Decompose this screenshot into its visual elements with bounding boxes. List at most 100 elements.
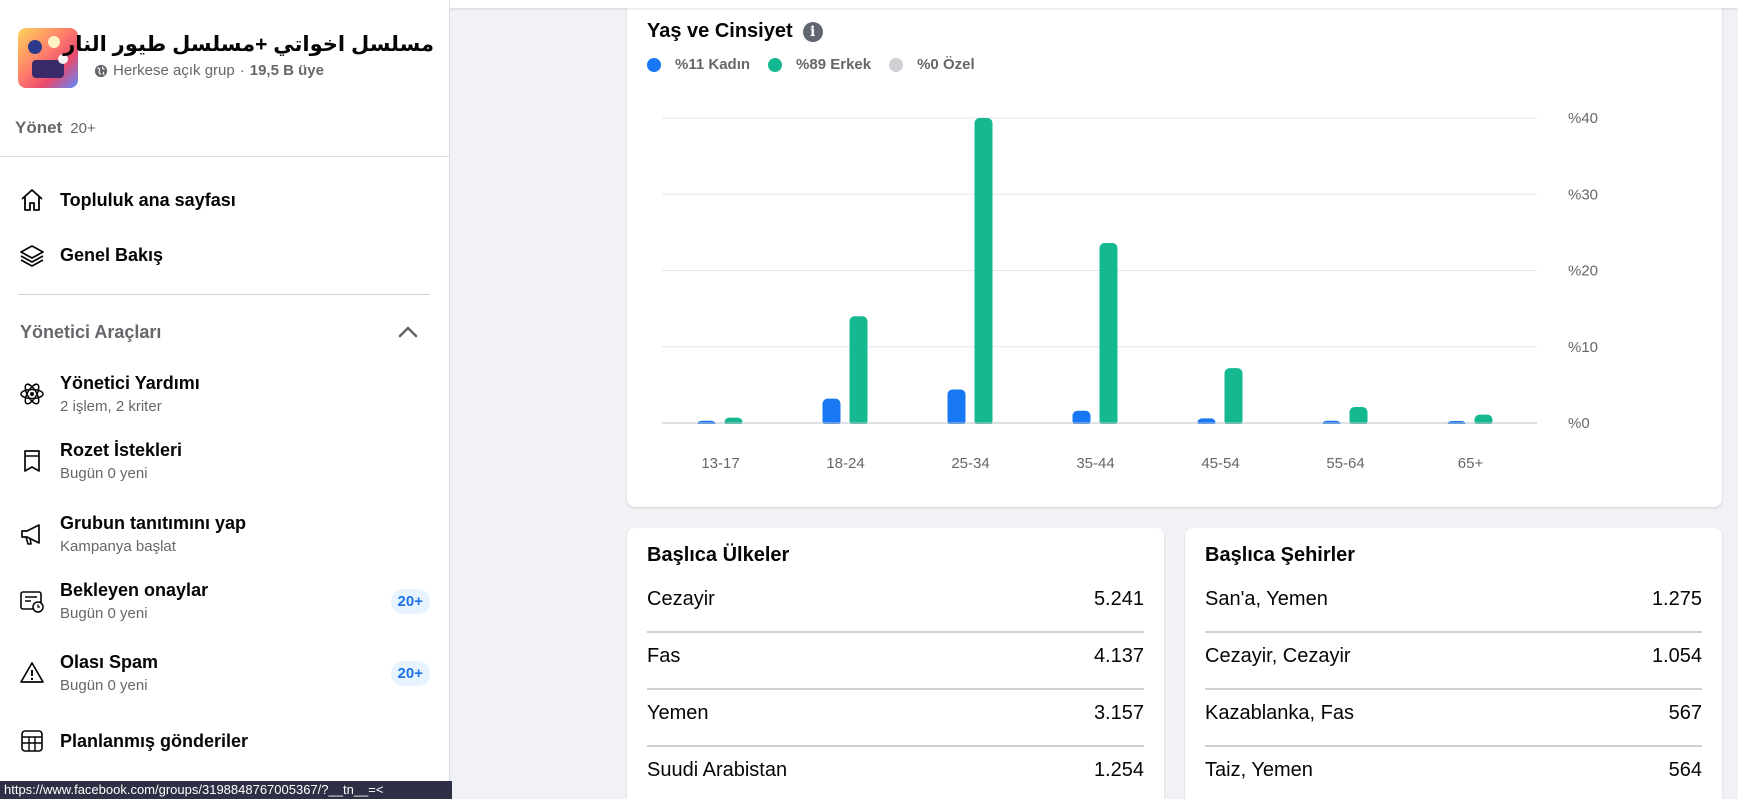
y-tick-label: %0: [1568, 415, 1590, 432]
bar-male[interactable]: [724, 417, 743, 426]
group-member-count[interactable]: 19,5 B üye: [249, 62, 324, 79]
bar-female[interactable]: [947, 389, 966, 426]
warning-icon: [18, 659, 46, 687]
nav-item-promote-group[interactable]: Grubun tanıtımını yap Kampanya başlat: [18, 513, 432, 555]
chart-legend: %11 Kadın %89 Erkek %0 Özel: [647, 56, 975, 73]
globe-icon: [94, 64, 108, 77]
city-name: Cezayir, Cezayir: [1205, 645, 1351, 667]
nav-item-sub: Bugün 0 yeni: [60, 605, 148, 622]
country-count: 1.254: [1093, 759, 1144, 781]
bar-female[interactable]: [822, 398, 841, 426]
city-count: 564: [1668, 759, 1702, 781]
x-tick-label: 13-17: [701, 455, 739, 472]
nav-item-label: Genel Bakış: [60, 244, 164, 265]
city-count: 1.054: [1651, 645, 1702, 667]
list-item: Cezayir 5.241: [647, 576, 1144, 633]
legend-dot-male: [768, 57, 783, 72]
manage-label: Yönet: [15, 118, 63, 137]
bar-male[interactable]: [849, 316, 868, 426]
list-item: Yemen 3.157: [647, 690, 1144, 747]
list-item: Cezayir, Cezayir 1.054: [1205, 633, 1702, 690]
nav-item-scheduled-posts[interactable]: Planlanmış gönderiler: [18, 727, 432, 755]
country-name: Suudi Arabistan: [647, 759, 788, 781]
nav-item-label: Olası Spam: [60, 652, 159, 672]
city-name: Taiz, Yemen: [1205, 759, 1313, 781]
country-count: 5.241: [1093, 588, 1144, 610]
nav-item-label: Planlanmış gönderiler: [60, 730, 249, 751]
nav-item-community-home[interactable]: Topluluk ana sayfası: [18, 186, 432, 214]
count-badge: 20+: [390, 660, 430, 686]
nav-item-sub: Bugün 0 yeni: [60, 677, 148, 694]
list-item: San'a, Yemen 1.275: [1205, 576, 1702, 633]
country-count: 4.137: [1093, 645, 1144, 667]
pending-clock-icon: [18, 587, 46, 615]
x-tick-label: 55-64: [1326, 455, 1364, 472]
legend-item-male[interactable]: %89 Erkek: [768, 56, 871, 73]
layers-icon: [18, 241, 46, 269]
nav-item-pending-approvals[interactable]: Bekleyen onaylar Bugün 0 yeni 20+: [18, 580, 432, 622]
y-tick-label: %40: [1568, 110, 1598, 127]
nav-item-label: Rozet İstekleri: [60, 440, 183, 460]
chart-title: Yaş ve Cinsiyet: [647, 20, 793, 42]
admin-tools-title[interactable]: Yönetici Araçları: [20, 322, 162, 342]
list-item: Taiz, Yemen 564: [1205, 747, 1702, 799]
legend-item-female[interactable]: %11 Kadın: [647, 56, 750, 73]
atom-icon: [18, 380, 46, 408]
list-item: Suudi Arabistan 1.254: [647, 747, 1144, 799]
list-item: Kazablanka, Fas 567: [1205, 690, 1702, 747]
manage-row[interactable]: Yönet 20+: [15, 118, 96, 138]
legend-dot-private: [889, 57, 904, 72]
city-count: 1.275: [1651, 588, 1702, 610]
nav-item-sub: Kampanya başlat: [60, 538, 176, 555]
country-count: 3.157: [1093, 702, 1144, 724]
group-header[interactable]: مسلسل اخواتي +مسلسل طيور النار Herkese a…: [18, 28, 438, 88]
bar-female[interactable]: [1072, 410, 1091, 426]
nav-item-overview[interactable]: Genel Bakış: [18, 241, 432, 269]
country-name: Cezayir: [647, 588, 715, 610]
age-gender-bar-chart: %0 %10 %20 %30 %40 13-17 18-24 25-34 35-44 45-54 5…: [662, 110, 1598, 472]
country-name: Yemen: [647, 702, 709, 724]
info-icon[interactable]: i: [802, 21, 823, 42]
city-name: Kazablanka, Fas: [1205, 702, 1354, 724]
divider: [18, 294, 430, 295]
megaphone-icon: [18, 520, 46, 548]
bar-male[interactable]: [974, 118, 993, 426]
x-tick-label: 18-24: [826, 455, 864, 472]
badge-shield-icon: [18, 447, 46, 475]
nav-item-label: Bekleyen onaylar: [60, 580, 209, 600]
chart-title-row: Yaş ve Cinsiyet i: [647, 20, 823, 43]
legend-label: %11 Kadın: [675, 56, 751, 73]
browser-status-url: https://www.facebook.com/groups/31988487…: [0, 781, 452, 799]
nav-item-label: Yönetici Yardımı: [60, 373, 200, 393]
group-avatar[interactable]: [18, 28, 78, 88]
legend-item-private[interactable]: %0 Özel: [889, 56, 975, 73]
city-count: 567: [1668, 702, 1702, 724]
bar-male[interactable]: [1099, 243, 1118, 426]
country-name: Fas: [647, 645, 681, 667]
x-tick-label: 65+: [1458, 455, 1484, 472]
group-name[interactable]: مسلسل اخواتي +مسلسل طيور النار: [63, 33, 434, 56]
nav-item-label: Grubun tanıtımını yap: [60, 513, 247, 533]
nav-item-label: Topluluk ana sayfası: [60, 189, 236, 210]
nav-item-sub: Bugün 0 yeni: [60, 465, 148, 482]
nav-item-possible-spam[interactable]: Olası Spam Bugün 0 yeni 20+: [18, 652, 432, 694]
bar-male[interactable]: [1224, 368, 1243, 426]
top-cities-title: Başlıca Şehirler: [1205, 544, 1356, 566]
top-countries-title: Başlıca Ülkeler: [647, 544, 790, 566]
legend-label: %0 Özel: [917, 56, 975, 73]
nav-item-admin-help[interactable]: Yönetici Yardımı 2 işlem, 2 kriter: [18, 373, 432, 415]
top-cities-card: Başlıca Şehirler San'a, Yemen 1.275 Ceza…: [1185, 528, 1722, 799]
chevron-up-icon[interactable]: [396, 322, 420, 342]
legend-label: %89 Erkek: [796, 56, 872, 73]
group-privacy: Herkese açık grup: [113, 62, 235, 79]
list-item: Fas 4.137: [647, 633, 1144, 690]
meta-separator: ·: [239, 62, 245, 79]
baseline-mask: [662, 424, 1537, 430]
bar-male[interactable]: [1349, 406, 1368, 426]
x-tick-label: 35-44: [1076, 455, 1114, 472]
nav-item-badge-requests[interactable]: Rozet İstekleri Bugün 0 yeni: [18, 440, 432, 482]
y-tick-label: %30: [1568, 186, 1598, 203]
top-bar: [0, 0, 1738, 8]
manage-badge: 20+: [70, 120, 96, 137]
y-tick-label: %20: [1568, 263, 1598, 280]
